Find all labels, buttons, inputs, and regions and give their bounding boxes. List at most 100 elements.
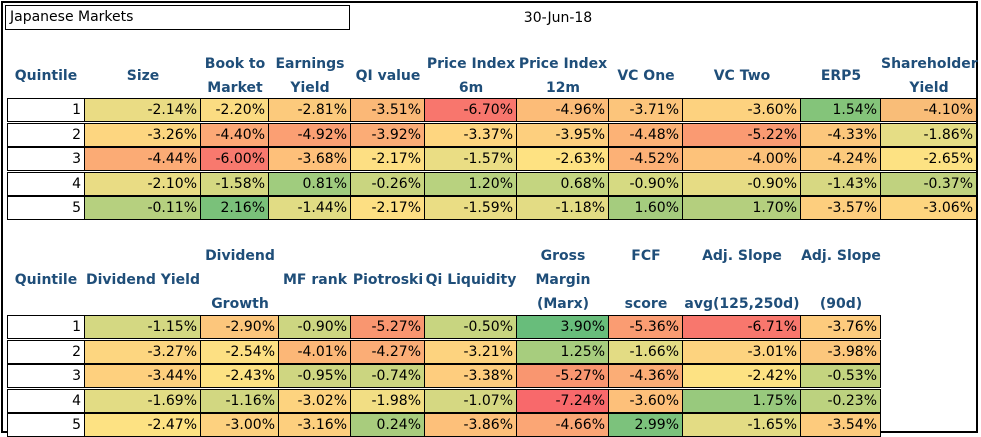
value-cell[interactable]: -3.86%: [425, 414, 517, 436]
value-cell[interactable]: 1.20%: [425, 172, 517, 195]
value-cell[interactable]: -2.65%: [881, 148, 977, 170]
value-cell[interactable]: 1.75%: [683, 389, 801, 412]
value-cell[interactable]: -1.16%: [201, 389, 279, 412]
value-cell[interactable]: -3.26%: [85, 123, 201, 146]
value-cell[interactable]: -3.98%: [801, 340, 881, 363]
value-cell[interactable]: 1.60%: [609, 197, 683, 219]
value-cell[interactable]: 2.16%: [201, 197, 269, 219]
value-cell[interactable]: -4.66%: [517, 414, 609, 436]
value-cell[interactable]: -3.27%: [85, 340, 201, 363]
value-cell[interactable]: -0.90%: [609, 172, 683, 195]
quintile-cell[interactable]: 2: [7, 123, 85, 146]
quintile-cell[interactable]: 1: [7, 99, 85, 121]
value-cell[interactable]: -3.92%: [351, 123, 425, 146]
value-cell[interactable]: -2.10%: [85, 172, 201, 195]
value-cell[interactable]: -3.95%: [517, 123, 609, 146]
quintile-cell[interactable]: 4: [7, 389, 85, 412]
value-cell[interactable]: -5.27%: [517, 365, 609, 387]
value-cell[interactable]: -0.90%: [683, 172, 801, 195]
value-cell[interactable]: 0.68%: [517, 172, 609, 195]
value-cell[interactable]: -2.14%: [85, 99, 201, 121]
value-cell[interactable]: -3.06%: [881, 197, 977, 219]
quintile-cell[interactable]: 1: [7, 316, 85, 338]
value-cell[interactable]: -4.00%: [683, 148, 801, 170]
value-cell[interactable]: -3.57%: [801, 197, 881, 219]
value-cell[interactable]: -0.50%: [425, 316, 517, 338]
value-cell[interactable]: -4.92%: [269, 123, 351, 146]
sheet-title[interactable]: Japanese Markets: [5, 5, 350, 30]
value-cell[interactable]: -6.71%: [683, 316, 801, 338]
value-cell[interactable]: -2.54%: [201, 340, 279, 363]
value-cell[interactable]: -1.43%: [801, 172, 881, 195]
value-cell[interactable]: -0.95%: [279, 365, 351, 387]
value-cell[interactable]: -0.53%: [801, 365, 881, 387]
value-cell[interactable]: -1.66%: [609, 340, 683, 363]
value-cell[interactable]: -3.44%: [85, 365, 201, 387]
value-cell[interactable]: -3.71%: [609, 99, 683, 121]
quintile-cell[interactable]: 5: [7, 197, 85, 219]
value-cell[interactable]: -0.11%: [85, 197, 201, 219]
value-cell[interactable]: -0.90%: [279, 316, 351, 338]
value-cell[interactable]: -5.36%: [609, 316, 683, 338]
value-cell[interactable]: -1.18%: [517, 197, 609, 219]
value-cell[interactable]: -1.65%: [683, 414, 801, 436]
value-cell[interactable]: 1.54%: [801, 99, 881, 121]
value-cell[interactable]: -2.81%: [269, 99, 351, 121]
value-cell[interactable]: -3.21%: [425, 340, 517, 363]
value-cell[interactable]: -2.42%: [683, 365, 801, 387]
value-cell[interactable]: -3.60%: [683, 99, 801, 121]
quintile-cell[interactable]: 3: [7, 365, 85, 387]
value-cell[interactable]: -3.51%: [351, 99, 425, 121]
value-cell[interactable]: -3.01%: [683, 340, 801, 363]
value-cell[interactable]: -1.07%: [425, 389, 517, 412]
value-cell[interactable]: -4.10%: [881, 99, 977, 121]
value-cell[interactable]: -3.37%: [425, 123, 517, 146]
value-cell[interactable]: -2.20%: [201, 99, 269, 121]
quintile-cell[interactable]: 4: [7, 172, 85, 195]
value-cell[interactable]: -2.17%: [351, 197, 425, 219]
value-cell[interactable]: -1.98%: [351, 389, 425, 412]
value-cell[interactable]: -4.44%: [85, 148, 201, 170]
value-cell[interactable]: -3.68%: [269, 148, 351, 170]
value-cell[interactable]: -4.52%: [609, 148, 683, 170]
value-cell[interactable]: -1.58%: [201, 172, 269, 195]
value-cell[interactable]: -3.38%: [425, 365, 517, 387]
value-cell[interactable]: -5.27%: [351, 316, 425, 338]
quintile-cell[interactable]: 2: [7, 340, 85, 363]
value-cell[interactable]: -0.74%: [351, 365, 425, 387]
value-cell[interactable]: -4.33%: [801, 123, 881, 146]
value-cell[interactable]: -1.57%: [425, 148, 517, 170]
value-cell[interactable]: -0.23%: [801, 389, 881, 412]
value-cell[interactable]: -7.24%: [517, 389, 609, 412]
value-cell[interactable]: -4.24%: [801, 148, 881, 170]
value-cell[interactable]: -1.44%: [269, 197, 351, 219]
value-cell[interactable]: -0.37%: [881, 172, 977, 195]
value-cell[interactable]: -4.01%: [279, 340, 351, 363]
value-cell[interactable]: 1.70%: [683, 197, 801, 219]
value-cell[interactable]: -1.69%: [85, 389, 201, 412]
value-cell[interactable]: -2.17%: [351, 148, 425, 170]
value-cell[interactable]: -2.43%: [201, 365, 279, 387]
value-cell[interactable]: -3.54%: [801, 414, 881, 436]
value-cell[interactable]: -4.96%: [517, 99, 609, 121]
value-cell[interactable]: -6.00%: [201, 148, 269, 170]
value-cell[interactable]: -2.47%: [85, 414, 201, 436]
value-cell[interactable]: -3.60%: [609, 389, 683, 412]
value-cell[interactable]: -4.48%: [609, 123, 683, 146]
value-cell[interactable]: 1.25%: [517, 340, 609, 363]
value-cell[interactable]: -5.22%: [683, 123, 801, 146]
value-cell[interactable]: -4.40%: [201, 123, 269, 146]
value-cell[interactable]: -1.59%: [425, 197, 517, 219]
value-cell[interactable]: 3.90%: [517, 316, 609, 338]
value-cell[interactable]: -4.36%: [609, 365, 683, 387]
value-cell[interactable]: -3.02%: [279, 389, 351, 412]
value-cell[interactable]: -3.00%: [201, 414, 279, 436]
quintile-cell[interactable]: 3: [7, 148, 85, 170]
value-cell[interactable]: -1.15%: [85, 316, 201, 338]
value-cell[interactable]: 0.81%: [269, 172, 351, 195]
value-cell[interactable]: -6.70%: [425, 99, 517, 121]
value-cell[interactable]: -2.63%: [517, 148, 609, 170]
value-cell[interactable]: -3.76%: [801, 316, 881, 338]
value-cell[interactable]: 2.99%: [609, 414, 683, 436]
quintile-cell[interactable]: 5: [7, 414, 85, 436]
